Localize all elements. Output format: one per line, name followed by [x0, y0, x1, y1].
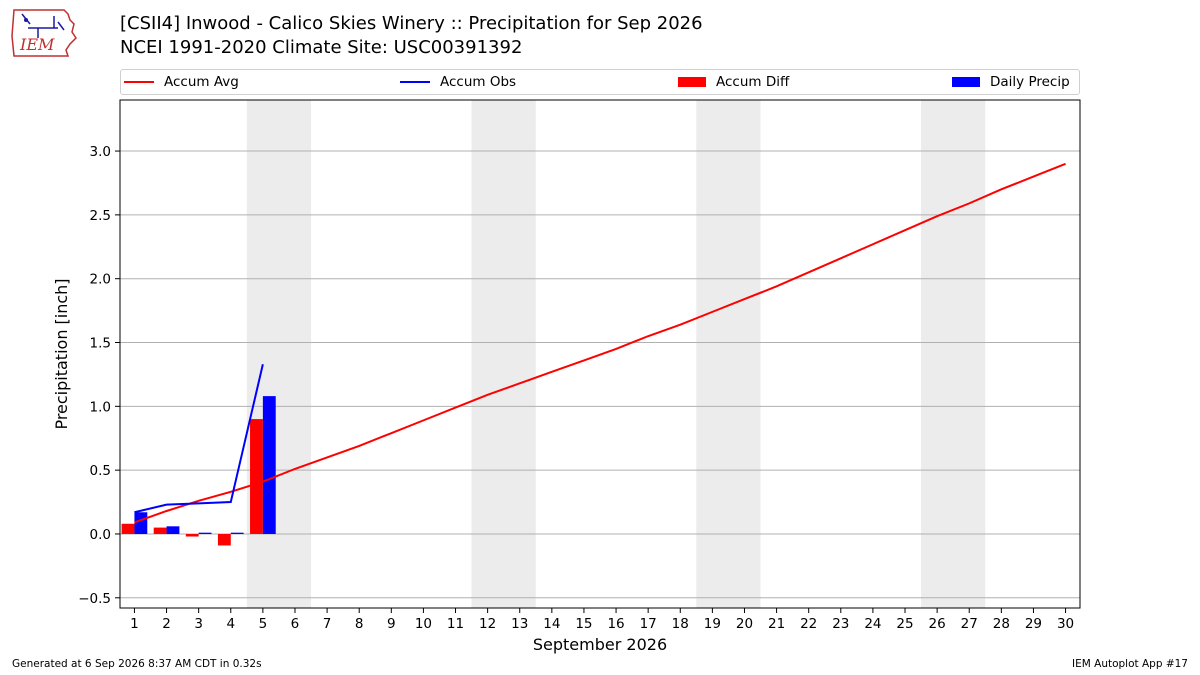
y-axis-label: Precipitation [inch]: [52, 278, 71, 429]
legend-swatch-accum-obs: [400, 81, 430, 83]
y-tick-label: 0.5: [90, 463, 111, 479]
x-tick-label: 24: [864, 616, 881, 632]
weekend-shade: [696, 100, 761, 608]
x-tick-label: 11: [447, 616, 464, 632]
footer-app: IEM Autoplot App #17: [1072, 658, 1188, 670]
y-tick-label: 0.0: [90, 527, 111, 543]
legend-swatch-accum-avg: [124, 81, 154, 83]
legend-label-daily-precip: Daily Precip: [990, 74, 1070, 90]
x-tick-label: 14: [543, 616, 560, 632]
daily-precip-bar: [230, 532, 244, 534]
x-tick-label: 18: [672, 616, 689, 632]
x-tick-label: 9: [387, 616, 396, 632]
x-tick-label: 5: [259, 616, 268, 632]
weekend-shade: [921, 100, 986, 608]
y-tick-label: 2.0: [90, 272, 111, 288]
x-tick-label: 2: [162, 616, 171, 632]
x-tick-label: 15: [575, 616, 592, 632]
legend-item-daily-precip: Daily Precip: [952, 70, 1070, 94]
x-tick-label: 16: [607, 616, 624, 632]
legend-swatch-accum-diff: [678, 77, 706, 87]
x-tick-label: 22: [800, 616, 817, 632]
x-tick-label: 20: [736, 616, 753, 632]
x-tick-label: 4: [226, 616, 235, 632]
x-tick-label: 26: [929, 616, 946, 632]
y-tick-label: 2.5: [90, 208, 111, 224]
x-tick-label: 3: [194, 616, 203, 632]
accum-diff-bar: [185, 533, 199, 537]
x-tick-label: 30: [1057, 616, 1074, 632]
footer-generated: Generated at 6 Sep 2026 8:37 AM CDT in 0…: [12, 658, 262, 670]
x-tick-label: 1: [130, 616, 139, 632]
legend-item-accum-obs: Accum Obs: [400, 70, 516, 94]
daily-precip-bar: [262, 396, 276, 534]
x-tick-label: 8: [355, 616, 364, 632]
x-tick-label: 7: [323, 616, 332, 632]
chart-title: [CSII4] Inwood - Calico Skies Winery :: …: [120, 13, 703, 34]
x-axis-label: September 2026: [533, 635, 667, 654]
legend-label-accum-obs: Accum Obs: [440, 74, 517, 90]
x-tick-label: 12: [479, 616, 496, 632]
x-tick-label: 17: [640, 616, 657, 632]
legend-item-accum-avg: Accum Avg: [124, 70, 239, 94]
y-tick-label: −0.5: [78, 591, 111, 607]
daily-precip-bar: [166, 526, 180, 534]
x-tick-label: 27: [961, 616, 978, 632]
legend-swatch-daily-precip: [952, 77, 980, 87]
plot-frame: [119, 99, 1081, 609]
x-tick-label: 25: [896, 616, 913, 632]
iem-logo-text: IEM: [19, 35, 55, 54]
chart-legend: Accum Avg Accum Obs Accum Diff Daily Pre…: [120, 69, 1080, 95]
x-tick-label: 10: [415, 616, 432, 632]
daily-precip-bar: [134, 512, 148, 534]
y-tick-label: 1.0: [90, 399, 111, 415]
accum-diff-bar: [153, 527, 167, 534]
chart-subtitle: NCEI 1991-2020 Climate Site: USC00391392: [120, 37, 523, 58]
x-tick-label: 23: [832, 616, 849, 632]
accum-avg-line: [134, 162, 1066, 524]
accum-diff-bar: [217, 533, 231, 546]
y-tick-label: 3.0: [90, 144, 111, 160]
x-tick-label: 21: [768, 616, 785, 632]
legend-item-accum-diff: Accum Diff: [678, 70, 789, 94]
x-tick-label: 6: [291, 616, 300, 632]
iem-logo: IEM: [11, 9, 77, 57]
daily-precip-bar: [198, 532, 212, 534]
x-tick-label: 28: [993, 616, 1010, 632]
x-tick-label: 29: [1025, 616, 1042, 632]
legend-label-accum-diff: Accum Diff: [716, 74, 790, 90]
legend-label-accum-avg: Accum Avg: [164, 74, 239, 90]
accum-obs-line: [134, 363, 264, 514]
x-tick-label: 13: [511, 616, 528, 632]
weekend-shade: [471, 100, 536, 608]
x-tick-label: 19: [704, 616, 721, 632]
y-tick-label: 1.5: [90, 336, 111, 352]
accum-diff-bar: [121, 523, 135, 534]
accum-diff-bar: [250, 419, 263, 534]
